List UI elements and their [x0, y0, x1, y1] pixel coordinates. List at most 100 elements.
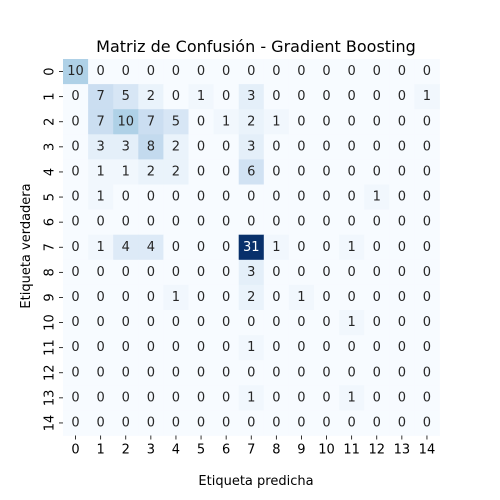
cell-value-label: 1 — [297, 290, 305, 305]
heatmap-cell-r4-c4 — [163, 159, 189, 185]
cell-value-label: 0 — [423, 215, 431, 230]
cell-value-label: 0 — [322, 164, 330, 179]
heatmap-cell-r14-c9 — [288, 410, 315, 436]
cell-value-label: 8 — [147, 139, 155, 154]
cell-value-label: 0 — [97, 215, 105, 230]
cell-value-label: 0 — [423, 290, 431, 305]
cell-value-label: 0 — [71, 265, 79, 280]
heatmap-cell-r13-c10 — [314, 385, 340, 411]
cell-value-label: 2 — [172, 139, 180, 154]
heatmap-cell-r1-c7 — [238, 84, 265, 110]
cell-value-label: 0 — [322, 215, 330, 230]
heatmap-cells: 10 0 0 0 0 0 0 0 0 0 0 0 0 0 00 7 5 2 0 1 0 3 0 0 0 0 0 0 10 7 10 7 5 0 1 2… — [63, 59, 440, 436]
cell-value-label: 0 — [222, 390, 230, 405]
y-tick-label: 2 — [43, 118, 58, 126]
cell-value-label: 0 — [247, 215, 255, 230]
cell-value-label: 0 — [272, 315, 280, 330]
heatmap-cell-r9-c14 — [414, 284, 440, 311]
heatmap-cell-r5-c5 — [188, 184, 214, 210]
heatmap-cell-r11-c11 — [339, 335, 365, 361]
heatmap-cell-r13-c14 — [414, 385, 440, 411]
heatmap-cell-r14-c5 — [188, 410, 214, 436]
cell-value-label: 0 — [297, 340, 305, 355]
y-tick-label: 14 — [43, 415, 58, 432]
x-tick-label: 4 — [172, 443, 180, 458]
cell-value-label: 0 — [297, 315, 305, 330]
cell-value-label: 0 — [247, 64, 255, 79]
x-tick-label: 1 — [97, 443, 105, 458]
heatmap-cell-r2-c2 — [113, 109, 139, 135]
cell-value-label: 0 — [97, 340, 105, 355]
heatmap-cell-r6-c1 — [88, 209, 114, 236]
y-axis-label: Etiqueta verdadera — [19, 183, 34, 308]
heatmap-cell-r7-c12 — [364, 234, 390, 261]
heatmap-cell-r9-c2 — [113, 284, 139, 311]
x-tick-label: 7 — [247, 443, 255, 458]
heatmap-cell-r4-c3 — [138, 159, 164, 185]
heatmap-cell-r6-c10 — [314, 209, 340, 236]
heatmap-cell-r0-c2 — [113, 59, 139, 85]
heatmap-cell-r8-c10 — [314, 259, 340, 286]
heatmap-cell-r2-c8 — [263, 109, 290, 135]
heatmap-cell-r5-c1 — [88, 184, 114, 210]
heatmap-cell-r5-c7 — [238, 184, 265, 210]
cell-value-label: 0 — [147, 315, 155, 330]
cell-value-label: 1 — [122, 164, 130, 179]
heatmap-cell-r10-c9 — [288, 310, 315, 336]
heatmap-cell-r14-c7 — [238, 410, 265, 436]
heatmap-cell-r12-c10 — [314, 360, 340, 386]
cell-value-label: 0 — [398, 415, 406, 430]
x-tick-label: 13 — [394, 443, 411, 458]
heatmap-cell-r1-c0 — [63, 84, 89, 110]
heatmap-cell-r3-c8 — [263, 134, 290, 160]
heatmap-cell-r4-c7 — [238, 159, 265, 185]
heatmap-cell-r7-c3 — [138, 234, 164, 261]
cell-value-label: 0 — [398, 340, 406, 355]
cell-value-label: 0 — [172, 89, 180, 104]
cell-value-label: 0 — [373, 315, 381, 330]
cell-value-label: 7 — [97, 89, 105, 104]
cell-value-label: 0 — [172, 415, 180, 430]
heatmap-cell-r3-c14 — [414, 134, 440, 160]
heatmap-cell-r5-c4 — [163, 184, 189, 210]
heatmap-cell-r5-c12 — [364, 184, 390, 210]
y-tick-label: 5 — [43, 193, 58, 201]
cell-value-label: 0 — [373, 290, 381, 305]
heatmap-cell-r12-c1 — [88, 360, 114, 386]
cell-value-label: 7 — [97, 114, 105, 129]
cell-value-label: 0 — [97, 315, 105, 330]
cell-value-label: 1 — [272, 240, 280, 255]
heatmap-cell-r11-c2 — [113, 335, 139, 361]
heatmap-cell-r9-c9 — [288, 284, 315, 311]
cell-value-label: 0 — [398, 215, 406, 230]
cell-value-label: 3 — [97, 139, 105, 154]
cell-value-label: 0 — [322, 114, 330, 129]
heatmap-cell-r14-c3 — [138, 410, 164, 436]
heatmap-cell-r5-c3 — [138, 184, 164, 210]
cell-value-label: 0 — [348, 265, 356, 280]
heatmap-cell-r5-c6 — [213, 184, 240, 210]
y-tick-label: 3 — [43, 143, 58, 151]
cell-value-label: 0 — [197, 415, 205, 430]
cell-value-label: 0 — [348, 415, 356, 430]
cell-value-label: 1 — [423, 89, 431, 104]
heatmap-cell-r6-c4 — [163, 209, 189, 236]
heatmap-cell-r12-c9 — [288, 360, 315, 386]
cell-value-label: 0 — [373, 64, 381, 79]
heatmap-cell-r4-c13 — [389, 159, 415, 185]
heatmap-cell-r2-c0 — [63, 109, 89, 135]
cell-value-label: 0 — [71, 365, 79, 380]
heatmap-cell-r3-c1 — [88, 134, 114, 160]
heatmap-cell-r3-c6 — [213, 134, 240, 160]
heatmap-cell-r7-c0 — [63, 234, 89, 261]
x-axis-label: Etiqueta predicha — [198, 474, 313, 489]
x-tick-label: 11 — [343, 443, 360, 458]
heatmap-cell-r2-c11 — [339, 109, 365, 135]
cell-value-label: 1 — [348, 240, 356, 255]
cell-value-label: 1 — [172, 290, 180, 305]
heatmap-cell-r1-c12 — [364, 84, 390, 110]
heatmap-cell-r7-c2 — [113, 234, 139, 261]
heatmap-cell-r13-c13 — [389, 385, 415, 411]
heatmap-cell-r2-c9 — [288, 109, 315, 135]
cell-value-label: 0 — [222, 340, 230, 355]
